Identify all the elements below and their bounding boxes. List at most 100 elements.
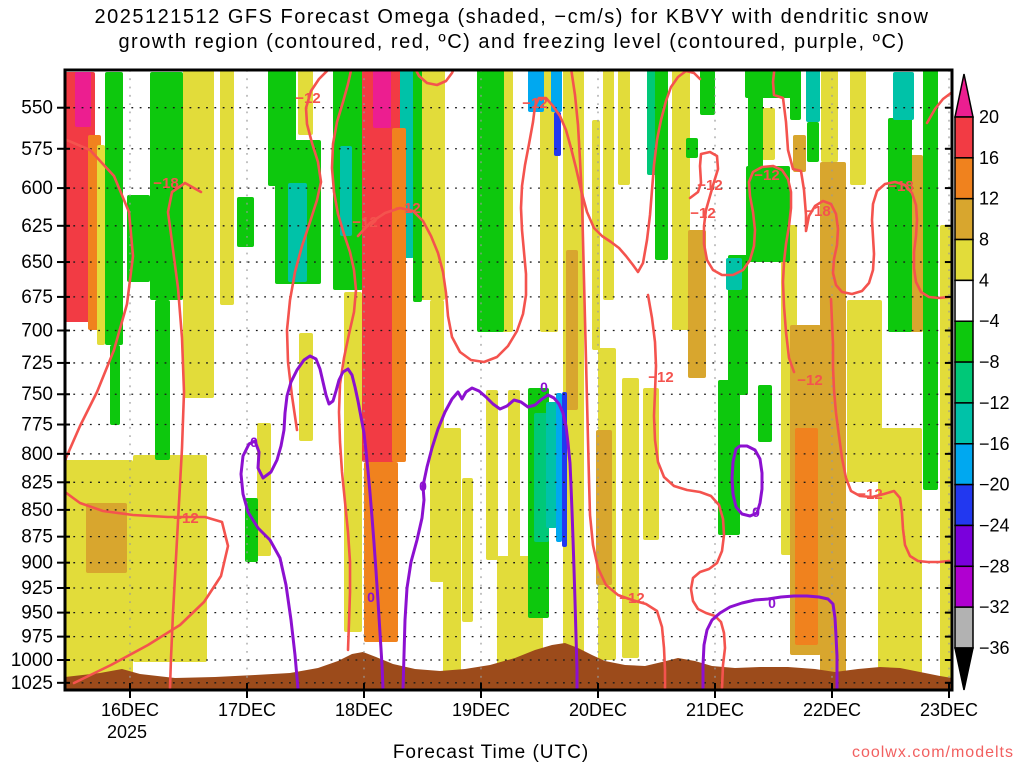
red-contour-label: −12 <box>754 167 779 184</box>
y-tick-label: 700 <box>21 321 53 342</box>
omega-band <box>97 145 105 345</box>
omega-band <box>806 70 820 122</box>
y-tick-label: 800 <box>21 444 53 465</box>
omega-band <box>820 162 846 690</box>
x-tick-label: 19DEC <box>452 700 510 720</box>
omega-band <box>65 72 95 322</box>
colorbar-segment <box>954 361 974 404</box>
omega-band <box>700 70 715 115</box>
contour-labels: −12 −18 −12 −12 −12 −12 −12 −12 −12 −12 −12 −18 −18 −… <box>153 90 913 611</box>
red-contour-label: −12 <box>173 510 198 527</box>
dendritic-growth-contours-line <box>65 137 230 685</box>
red-contour-label: −12 <box>857 486 882 503</box>
y-tick-label: 825 <box>21 472 53 493</box>
omega-band <box>940 225 952 690</box>
omega-band <box>643 388 659 540</box>
y-tick-label: 725 <box>21 353 53 374</box>
omega-band <box>758 385 772 442</box>
omega-band <box>554 112 561 156</box>
omega-band <box>528 70 544 112</box>
grid <box>65 70 952 690</box>
y-tick-label: 750 <box>21 384 53 405</box>
dendritic-growth-contours-line <box>166 181 203 690</box>
dendritic-growth-contours-line <box>688 150 796 374</box>
omega-band <box>795 428 818 645</box>
colorbar-segment <box>954 565 974 608</box>
dendritic-growth-contours-line <box>356 70 702 364</box>
omega-band <box>762 108 775 160</box>
omega-band <box>298 70 313 135</box>
omega-band <box>546 402 557 528</box>
red-contour-label: −18 <box>888 178 913 195</box>
purple-contour-label: 0 <box>768 595 776 611</box>
omega-band <box>373 70 391 128</box>
terrain <box>65 643 952 690</box>
omega-band <box>592 120 600 350</box>
y-tick-label: 950 <box>21 603 53 624</box>
omega-band <box>821 70 838 162</box>
omega-band <box>746 166 790 262</box>
y-tick-label: 575 <box>21 139 53 160</box>
colorbar-segment <box>954 606 974 649</box>
colorbar-segment <box>954 524 974 568</box>
freezing-level-contours-line <box>239 354 385 690</box>
omega-band <box>430 300 444 582</box>
colorbar-tick-label: 4 <box>979 270 989 290</box>
red-contour-label: −12 <box>797 372 822 389</box>
dendritic-growth-contours-line <box>829 297 951 564</box>
dendritic-growth-contours-line <box>285 70 330 432</box>
omega-band <box>748 96 763 170</box>
y-tick-label: 600 <box>21 178 53 199</box>
freezing-level-contours-line <box>401 386 579 690</box>
red-contour-label: −18 <box>805 203 830 220</box>
purple-contour-label: 0 <box>250 434 258 450</box>
colorbar-tick-label: −16 <box>979 434 1010 454</box>
colorbar-tick-label: 20 <box>979 107 999 127</box>
y-tick-label: 850 <box>21 500 53 521</box>
colorbar-tick-label: 12 <box>979 189 999 209</box>
red-contour-label: −12 <box>295 90 320 107</box>
colorbar: 20 16 12 8 4 −4 −8 −12 −16 −20 −24 −28 −32 −36 <box>954 73 1010 691</box>
y-tick-label: 875 <box>21 527 53 548</box>
red-contour-label: −12 <box>522 95 547 112</box>
omega-band <box>672 70 690 330</box>
colorbar-tick-label: −28 <box>979 556 1010 576</box>
omega-band <box>888 118 912 332</box>
red-contour-label: −12 <box>619 590 644 607</box>
omega-band <box>655 70 668 260</box>
dendritic-growth-contours-line <box>330 70 358 652</box>
omega-band <box>220 70 234 305</box>
y-tick-label: 625 <box>21 216 53 237</box>
colorbar-tick-label: 16 <box>979 148 999 168</box>
omega-band <box>443 428 461 672</box>
omega-band <box>105 72 123 345</box>
omega-band <box>183 70 214 398</box>
freezing-level-contours-line <box>701 594 839 690</box>
purple-contour-label: 0 <box>752 504 760 520</box>
red-contour-label: −12 <box>697 177 722 194</box>
colorbar-tick-label: −12 <box>979 393 1010 413</box>
x-tick-label: 18DEC <box>335 700 393 720</box>
colorbar-tick-label: −4 <box>979 311 1000 331</box>
omega-band <box>807 122 819 162</box>
omega-band <box>462 478 473 622</box>
omega-band <box>508 390 520 560</box>
watermark-text: coolwx.com/modelts <box>851 744 1014 761</box>
purple-contour-label: 0 <box>419 478 427 494</box>
omega-band <box>850 70 866 185</box>
omega-band <box>847 300 882 482</box>
omega-band <box>603 70 614 300</box>
y-tick-label: 650 <box>21 252 53 273</box>
dendritic-growth-contours-line <box>414 70 455 87</box>
x-tick-label: 16DEC <box>101 700 159 720</box>
colorbar-under-arrow <box>954 647 974 691</box>
colorbar-tick-label: −20 <box>979 475 1010 495</box>
omega-band <box>486 390 498 560</box>
red-contour-label: −12 <box>648 369 673 386</box>
omega-band <box>622 378 639 658</box>
colorbar-tick-label: −8 <box>979 352 1000 372</box>
omega-band <box>551 70 562 112</box>
y-tick-label: 1025 <box>11 673 53 694</box>
colorbar-segment <box>954 157 974 200</box>
